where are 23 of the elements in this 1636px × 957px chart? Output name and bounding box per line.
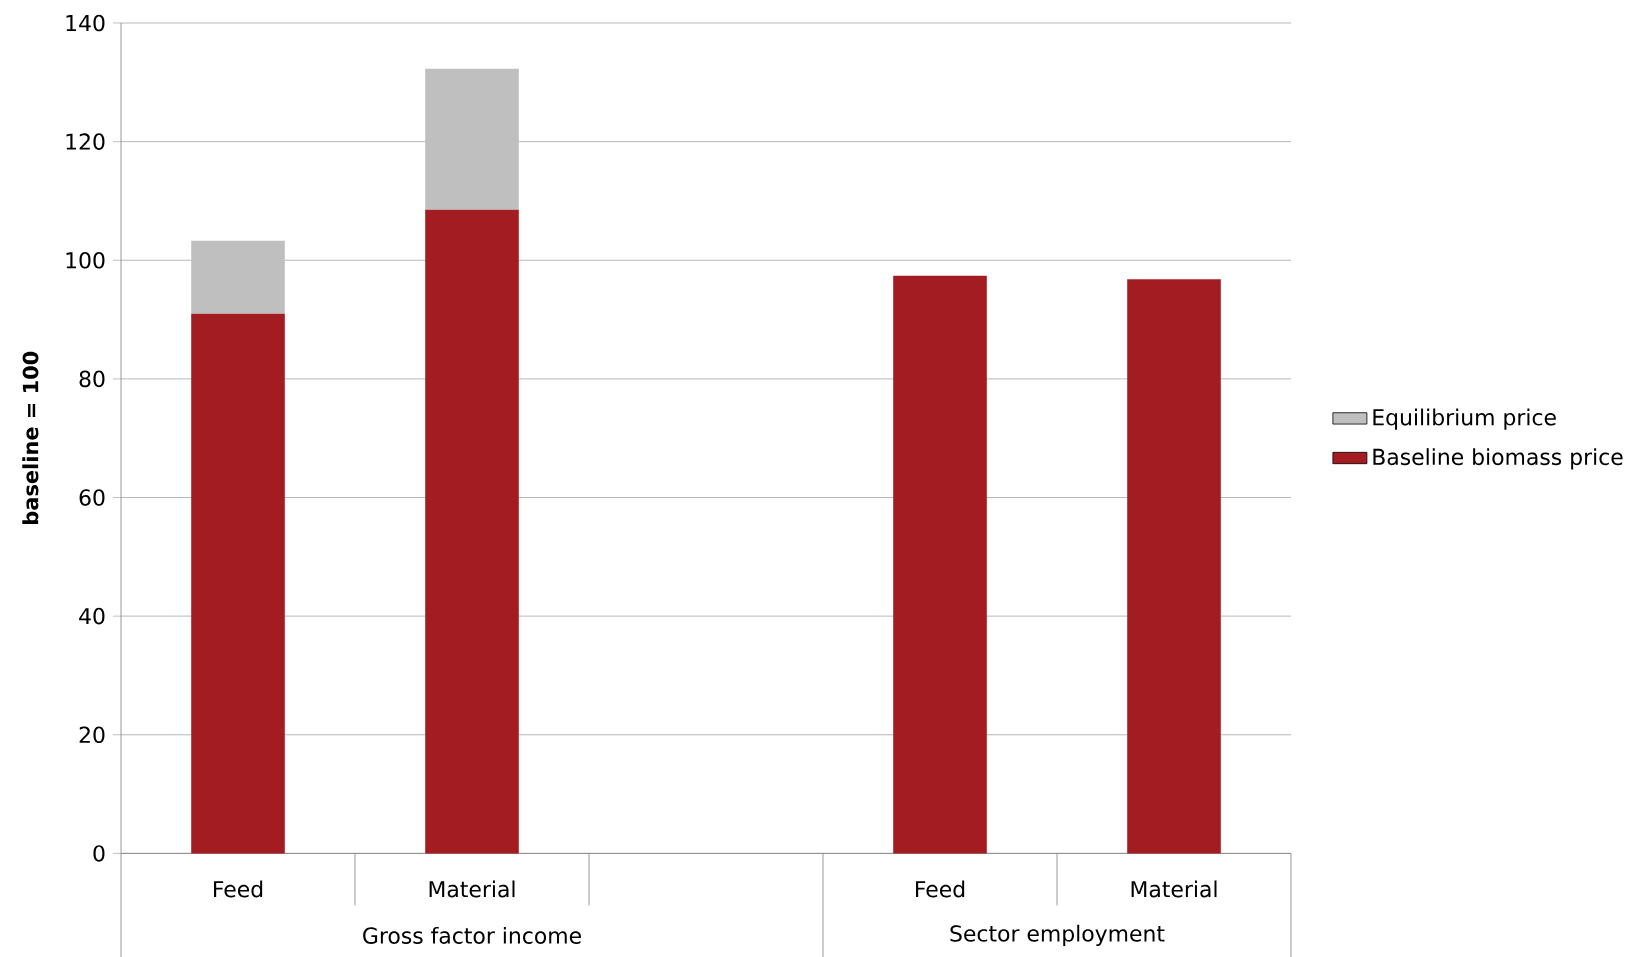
y-tick-label: 120 — [66, 133, 105, 150]
y-tick-label: 0 — [93, 845, 105, 862]
legend-label: Baseline biomass price — [1373, 448, 1623, 470]
y-tick-label: 40 — [79, 607, 105, 625]
bar — [1127, 279, 1221, 854]
bar — [191, 240, 285, 314]
y-tick-label: 20 — [79, 726, 105, 744]
y-tick-label: 60 — [79, 489, 105, 506]
bar — [425, 209, 519, 854]
bar — [893, 275, 987, 854]
legend-label: Equilibrium price — [1373, 408, 1556, 430]
y-tick-label: 80 — [79, 370, 105, 388]
bar — [425, 68, 519, 210]
x-tick-label: Feed — [214, 880, 263, 898]
text: Sector employment — [950, 924, 1165, 947]
y-tick-label: 100 — [66, 251, 105, 269]
x-tick-label: Material — [429, 880, 515, 898]
x-tick-label: Material — [1131, 880, 1217, 898]
y-axis-title: baseline = 100 — [22, 351, 39, 524]
y-tick-label: 140 — [66, 14, 105, 32]
x-tick-label: Feed — [916, 880, 965, 898]
text: Gross factor income — [363, 926, 581, 944]
bar — [191, 313, 285, 854]
